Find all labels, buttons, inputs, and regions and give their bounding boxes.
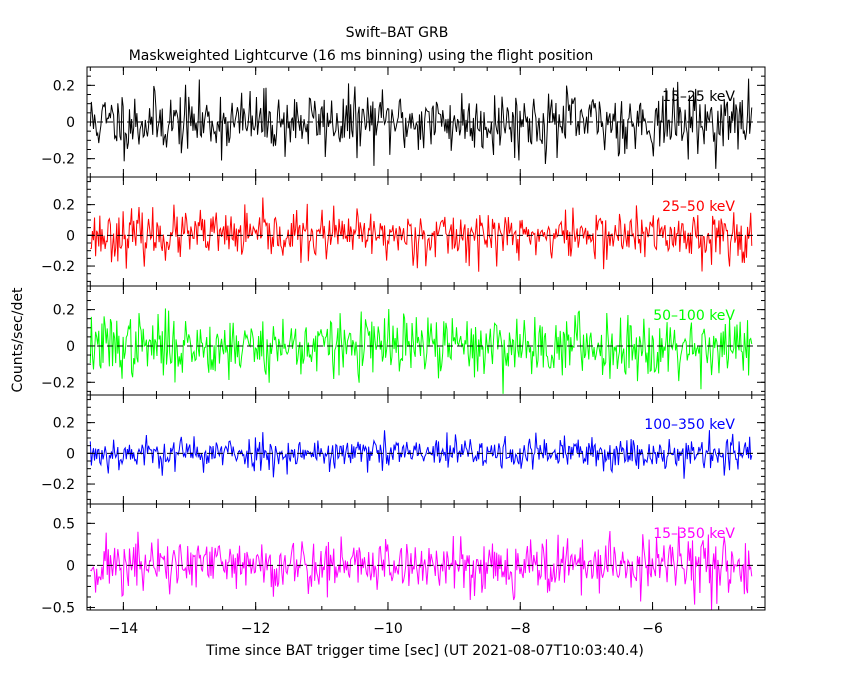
panel-frame (86, 503, 766, 611)
y-tick-label: 0.2 (53, 198, 75, 214)
panel-4: −0.2 0 0.2 100–350 keV (41, 394, 766, 505)
y-tick-label: −0.2 (41, 259, 75, 275)
series-line (90, 526, 753, 610)
panel-1: −0.2 0 0.2 15–25 keV (41, 66, 766, 178)
x-tick-label: −14 (109, 621, 139, 637)
band-label: 25–50 keV (662, 199, 735, 215)
y-tick-label: 0.2 (53, 303, 75, 319)
series-line (90, 197, 753, 272)
y-tick-label: 0 (66, 558, 75, 574)
y-tick-label: 0.2 (53, 416, 75, 432)
y-tick-label: −0.2 (41, 375, 75, 391)
y-tick-label: −0.2 (41, 152, 75, 168)
y-tick-label: 0 (66, 115, 75, 131)
band-label: 50–100 keV (653, 308, 735, 324)
y-tick-label: 0 (66, 446, 75, 462)
x-tick-label: −6 (642, 621, 663, 637)
y-axis-label: Counts/sec/det (10, 287, 26, 392)
panel-frame (86, 285, 766, 396)
series-line (89, 78, 753, 169)
series-line (89, 430, 753, 479)
y-tick-label: 0 (66, 339, 75, 355)
y-tick-label: 0 (66, 228, 75, 244)
x-axis-label: Time since BAT trigger time [sec] (UT 20… (205, 643, 644, 659)
band-label: 100–350 keV (644, 417, 735, 433)
y-tick-label: 0.2 (53, 78, 75, 94)
band-label: 15–350 keV (653, 526, 735, 542)
panel-5: −0.5 0 0.5 15–350 keV (41, 503, 766, 616)
x-tick-label: −8 (510, 621, 531, 637)
y-tick-label: −0.2 (41, 477, 75, 493)
y-tick-label: 0.5 (53, 516, 75, 532)
x-tick-label: −12 (241, 621, 271, 637)
panel-2: −0.2 0 0.2 25–50 keV (41, 176, 766, 287)
y-tick-label: −0.5 (41, 600, 75, 616)
chart-subtitle: Maskweighted Lightcurve (16 ms binning) … (129, 48, 594, 64)
panels-layer: −0.2 0 0.2 15–25 keV −0.2 0 0.2 25–50 keV −0.2 0 0… (41, 66, 766, 637)
panel-3: −0.2 0 0.2 50–100 keV (41, 285, 766, 396)
chart-title: Swift–BAT GRB (346, 25, 449, 41)
series-line (89, 308, 753, 394)
x-tick-label: −10 (373, 621, 403, 637)
band-label: 15–25 keV (662, 89, 735, 105)
